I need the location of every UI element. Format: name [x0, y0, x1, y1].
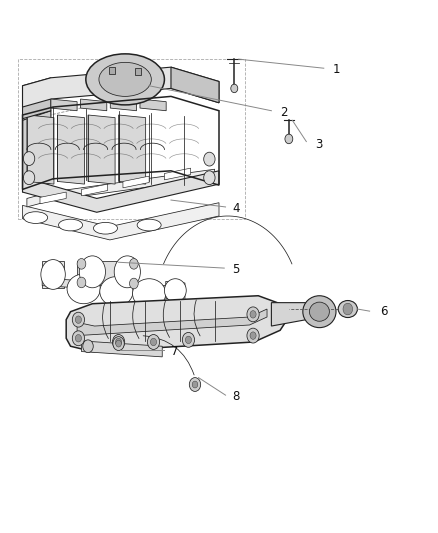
Ellipse shape: [24, 212, 48, 223]
Ellipse shape: [59, 219, 82, 231]
Circle shape: [130, 278, 138, 289]
Circle shape: [75, 316, 81, 324]
Polygon shape: [119, 115, 146, 184]
Polygon shape: [51, 99, 77, 111]
Ellipse shape: [79, 256, 106, 288]
Text: 5: 5: [232, 263, 240, 276]
Ellipse shape: [41, 260, 65, 289]
Text: 6: 6: [381, 305, 388, 318]
Polygon shape: [171, 67, 219, 103]
Ellipse shape: [137, 219, 161, 231]
Text: 1: 1: [332, 63, 340, 76]
Circle shape: [72, 331, 85, 346]
Polygon shape: [140, 99, 166, 111]
Circle shape: [83, 340, 93, 353]
Polygon shape: [81, 99, 107, 111]
Ellipse shape: [86, 54, 164, 105]
Polygon shape: [40, 192, 66, 204]
Circle shape: [182, 333, 194, 348]
Circle shape: [343, 303, 353, 315]
Polygon shape: [42, 278, 182, 294]
Polygon shape: [42, 261, 64, 288]
Polygon shape: [57, 115, 85, 184]
Ellipse shape: [100, 277, 133, 306]
Text: 8: 8: [232, 390, 240, 403]
Circle shape: [192, 381, 198, 388]
Circle shape: [116, 338, 122, 346]
Circle shape: [189, 377, 201, 391]
Polygon shape: [164, 168, 191, 180]
Polygon shape: [123, 176, 149, 188]
Circle shape: [23, 152, 35, 165]
Circle shape: [185, 336, 191, 344]
Ellipse shape: [133, 279, 166, 309]
Circle shape: [148, 335, 159, 350]
Circle shape: [113, 335, 125, 350]
Polygon shape: [22, 111, 51, 192]
Text: 7: 7: [171, 345, 178, 358]
Polygon shape: [77, 261, 136, 285]
Circle shape: [75, 335, 81, 342]
Polygon shape: [77, 309, 267, 336]
Circle shape: [72, 312, 85, 327]
Circle shape: [77, 277, 86, 288]
Polygon shape: [22, 78, 51, 119]
Circle shape: [250, 311, 256, 318]
Polygon shape: [272, 303, 319, 326]
Ellipse shape: [303, 296, 336, 328]
Circle shape: [130, 259, 138, 269]
Ellipse shape: [338, 301, 357, 318]
Circle shape: [150, 338, 156, 346]
Circle shape: [285, 134, 293, 144]
Polygon shape: [22, 171, 219, 212]
Polygon shape: [166, 281, 185, 300]
Polygon shape: [81, 341, 162, 357]
Circle shape: [77, 259, 86, 269]
Polygon shape: [27, 115, 54, 184]
Circle shape: [250, 332, 256, 340]
Polygon shape: [88, 115, 115, 184]
Ellipse shape: [164, 279, 186, 302]
Ellipse shape: [114, 256, 141, 288]
Polygon shape: [22, 67, 219, 107]
Polygon shape: [109, 67, 115, 74]
Text: 4: 4: [232, 201, 240, 214]
Circle shape: [116, 340, 121, 347]
Circle shape: [204, 171, 215, 184]
Circle shape: [204, 152, 215, 166]
Ellipse shape: [99, 62, 151, 96]
Polygon shape: [66, 296, 289, 352]
Circle shape: [23, 171, 35, 184]
Circle shape: [231, 84, 238, 93]
Polygon shape: [27, 169, 215, 207]
Ellipse shape: [310, 302, 329, 321]
Polygon shape: [22, 203, 219, 240]
Circle shape: [247, 307, 259, 322]
Circle shape: [247, 328, 259, 343]
Ellipse shape: [67, 274, 100, 304]
Text: 3: 3: [315, 138, 322, 151]
Bar: [18, 59, 245, 219]
Polygon shape: [81, 184, 108, 196]
Ellipse shape: [93, 222, 117, 234]
Polygon shape: [110, 99, 137, 111]
Text: 2: 2: [280, 106, 288, 119]
Circle shape: [113, 337, 124, 351]
Polygon shape: [135, 68, 141, 75]
